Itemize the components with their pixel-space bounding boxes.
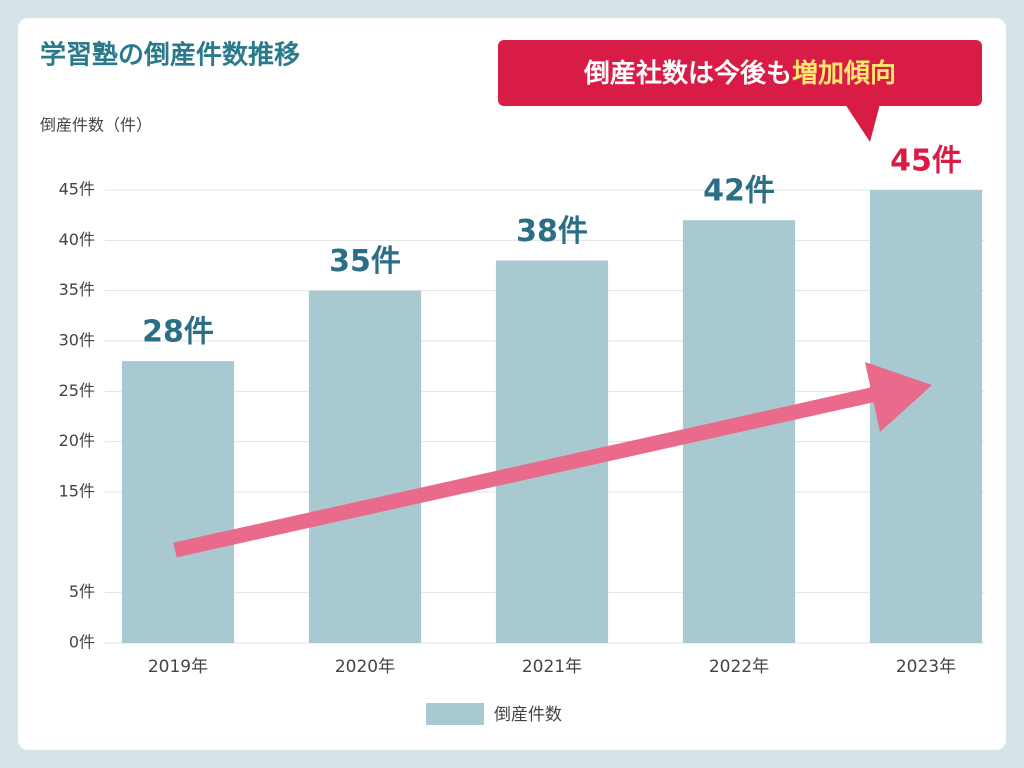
callout-highlight: 増加傾向 <box>792 58 896 89</box>
data-label: 42件 <box>703 174 775 209</box>
legend-label: 倒産件数 <box>494 705 562 725</box>
callout-text: 倒産社数は今後も増加傾向 <box>583 58 896 89</box>
y-tick-label: 0件 <box>69 633 95 652</box>
x-tick-label: 2020年 <box>335 657 395 677</box>
y-tick-label: 45件 <box>59 180 95 199</box>
data-label: 35件 <box>329 244 401 279</box>
x-tick-label: 2023年 <box>896 657 956 677</box>
y-tick-label: 35件 <box>59 280 95 299</box>
callout-box <box>498 40 982 106</box>
trend-arrow <box>173 362 932 558</box>
x-tick-label: 2022年 <box>709 657 769 677</box>
bar <box>308 290 422 643</box>
y-axis-label: 倒産件数（件） <box>40 116 152 135</box>
y-tick-label: 25件 <box>59 381 95 400</box>
y-tick-label: 20件 <box>59 431 95 450</box>
chart-title: 学習塾の倒産件数推移 <box>40 40 300 71</box>
callout-pointer <box>845 104 880 142</box>
arrow-head <box>865 362 932 432</box>
y-tick-label: 40件 <box>59 230 95 249</box>
data-label: 38件 <box>516 214 588 249</box>
data-label: 28件 <box>142 315 214 350</box>
callout-main: 倒産社数は今後も <box>583 58 792 89</box>
callout: 倒産社数は今後も増加傾向 <box>498 40 982 142</box>
plot: 0件 5件 15件 20件 25件 30件 35件 40件 45件 2019年 28件 2020年 35… <box>59 144 985 677</box>
legend-swatch <box>426 703 484 725</box>
arrow-shaft <box>173 384 887 558</box>
x-tick-label: 2019年 <box>148 657 208 677</box>
y-tick-label: 30件 <box>59 331 95 350</box>
data-label: 45件 <box>890 144 962 179</box>
x-tick-label: 2021年 <box>522 657 582 677</box>
y-tick-label: 15件 <box>59 482 95 501</box>
y-tick-label: 5件 <box>69 582 95 601</box>
bar <box>121 361 235 643</box>
